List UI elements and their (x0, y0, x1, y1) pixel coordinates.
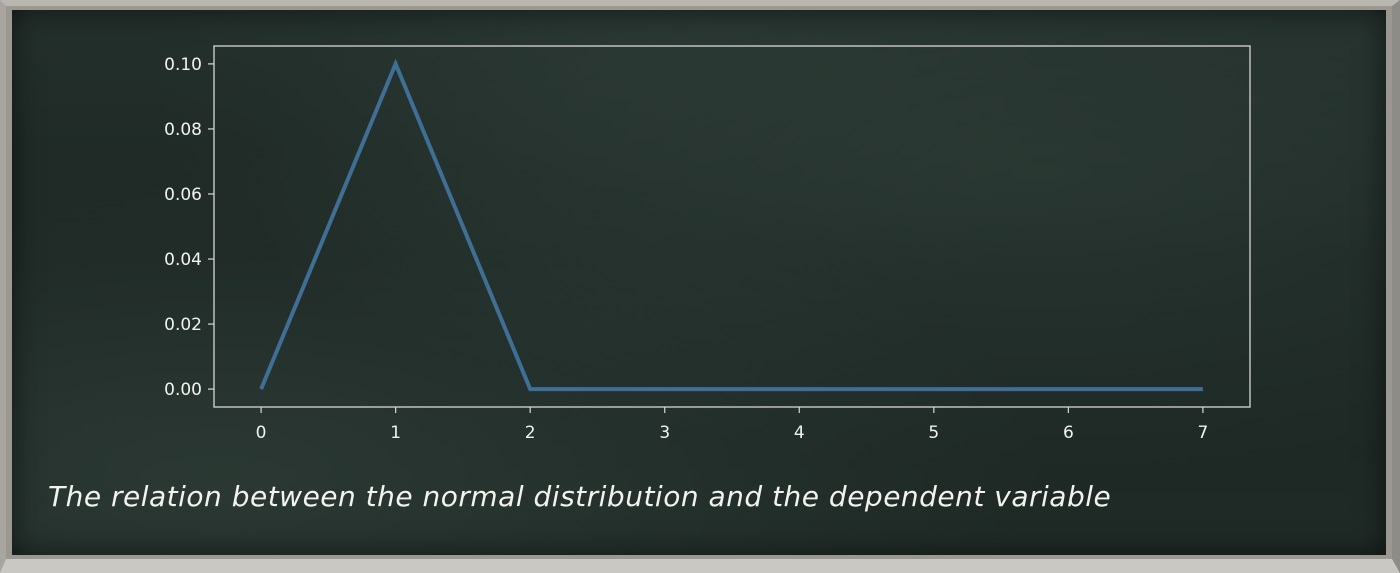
plot-area (213, 45, 1251, 408)
x-tick-label: 0 (256, 423, 267, 443)
y-tick-label: 0.10 (164, 55, 202, 75)
x-tick-label: 3 (659, 423, 670, 443)
series-layer (259, 58, 1203, 392)
y-tick-label: 0.08 (164, 120, 202, 140)
series-line (259, 58, 1203, 392)
plot-frame (213, 45, 1251, 408)
x-axis: 0 1 2 3 4 5 6 7 (256, 407, 1208, 443)
y-tick-label: 0.04 (164, 250, 202, 270)
y-tick-label: 0.02 (164, 315, 202, 335)
x-tick-label: 6 (1063, 423, 1074, 443)
x-tick-label: 2 (525, 423, 536, 443)
x-tick-label: 4 (794, 423, 805, 443)
chalkboard (12, 10, 1386, 555)
x-tick-label: 1 (390, 423, 401, 443)
x-tick-label: 7 (1197, 423, 1208, 443)
figure-caption: The relation between the normal distribu… (48, 480, 1112, 513)
y-tick-label: 0.06 (164, 185, 202, 205)
y-tick-label: 0.00 (164, 380, 202, 400)
y-axis: 0.00 0.02 0.04 0.06 0.08 0.10 (164, 55, 214, 400)
x-tick-label: 5 (928, 423, 939, 443)
